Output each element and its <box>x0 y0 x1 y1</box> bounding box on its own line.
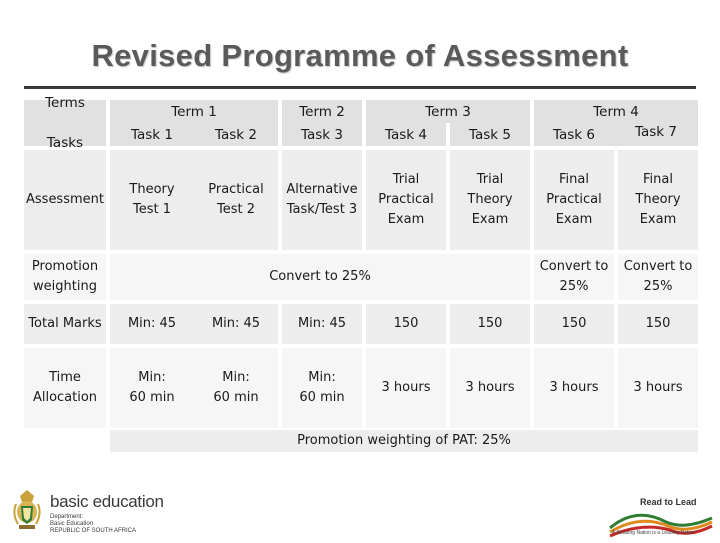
assessment-cell: Final Practical Exam <box>534 150 614 250</box>
tasks-label: Tasks <box>46 135 84 151</box>
row-header-assessment: Assessment <box>24 150 106 250</box>
time-cell: 3 hours <box>618 348 698 428</box>
time-cell: 3 hours <box>366 348 446 428</box>
term-4-header: Term 4 <box>534 100 698 123</box>
time-cell: Min: 60 min <box>282 348 362 428</box>
row-header-terms-tasks: Terms Tasks <box>24 95 106 151</box>
task-2-header: Task 2 <box>194 123 278 146</box>
assessment-cell: Practical Test 2 <box>194 150 278 250</box>
total-marks-cell: Min: 45 <box>282 304 362 344</box>
total-marks-cell: 150 <box>534 304 614 344</box>
basic-education-wordmark: basic education <box>50 492 164 511</box>
task-7-header: Task 7 <box>614 118 698 146</box>
footer <box>0 463 720 540</box>
task-1-header: Task 1 <box>110 123 194 146</box>
pat-row-blank <box>24 430 106 452</box>
term-2-header: Term 2 <box>282 100 362 123</box>
total-marks-cell: 150 <box>450 304 530 344</box>
total-marks-cell: Min: 45 <box>110 304 194 344</box>
title-underline <box>24 86 696 89</box>
assessment-cell: Trial Practical Exam <box>366 150 446 250</box>
assessment-cell: Alternative Task/Test 3 <box>282 150 362 250</box>
row-header-total-marks: Total Marks <box>24 304 106 344</box>
task-6-header: Task 6 <box>534 123 614 146</box>
total-marks-cell: Min: 45 <box>194 304 278 344</box>
read-to-lead-logo <box>606 492 716 538</box>
task-5-header: Task 5 <box>450 123 530 146</box>
total-marks-cell: 150 <box>366 304 446 344</box>
row-header-time: Time Allocation <box>24 348 106 428</box>
time-cell: 3 hours <box>534 348 614 428</box>
time-cell: 3 hours <box>450 348 530 428</box>
assessment-cell: Trial Theory Exam <box>450 150 530 250</box>
pat-note: Promotion weighting of PAT: 25% <box>110 430 698 452</box>
page-title: Revised Programme of Assessment <box>91 38 629 73</box>
promotion-cell: Convert to 25% <box>618 254 698 300</box>
task-4-header: Task 4 <box>366 123 446 146</box>
total-marks-cell: 150 <box>618 304 698 344</box>
term-3-header: Term 3 <box>366 100 530 123</box>
assessment-cell: Final Theory Exam <box>618 150 698 250</box>
read-to-lead-tagline: A Reading Nation is a Leading Nation <box>612 530 696 536</box>
row-header-promotion: Promotion weighting <box>24 254 106 300</box>
assessment-cell: Theory Test 1 <box>110 150 194 250</box>
term-1-header: Term 1 <box>110 100 278 123</box>
terms-label: Terms <box>45 95 85 111</box>
time-cell: Min: 60 min <box>194 348 278 428</box>
task-3-header: Task 3 <box>282 123 362 146</box>
time-cell: Min: 60 min <box>110 348 194 428</box>
promotion-merged-cell: Convert to 25% <box>110 254 530 300</box>
promotion-cell: Convert to 25% <box>534 254 614 300</box>
department-subtitle: Department: Basic Education REPUBLIC OF … <box>50 514 137 534</box>
read-to-lead-text: Read to Lead <box>640 497 697 507</box>
coat-of-arms-logo <box>10 488 44 537</box>
